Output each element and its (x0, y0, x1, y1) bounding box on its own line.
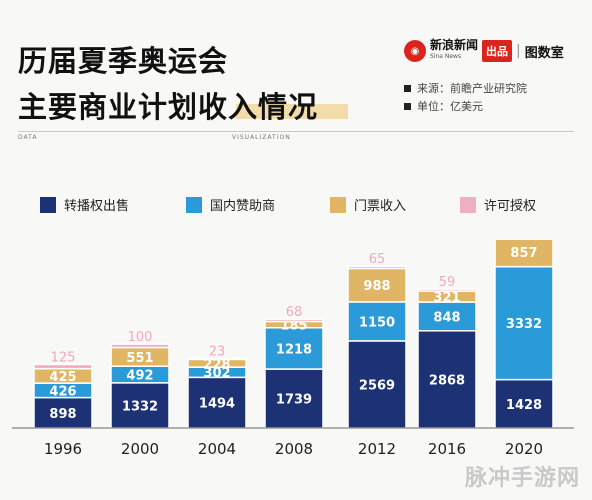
x-tick-label: 2012 (358, 440, 396, 458)
x-tick-label: 2000 (121, 440, 159, 458)
logo-brand-sub: Sina News (430, 53, 462, 60)
legend-item: 转播权出售 (40, 195, 129, 214)
data-label: 492 (126, 369, 153, 384)
bar-segment (33, 363, 93, 370)
bullet-square-icon (404, 102, 411, 110)
bar-segment (347, 267, 407, 303)
watermark: 脉冲手游网 (464, 466, 580, 491)
bar-segment (417, 330, 477, 429)
legend-swatch (40, 196, 56, 213)
legend-item: 国内赞助商 (186, 195, 275, 214)
data-label: 2569 (359, 378, 395, 393)
legend-label: 许可授权 (484, 199, 537, 214)
data-label: 65 (369, 252, 386, 267)
logo-separator: | (516, 43, 521, 59)
legend-item: 许可授权 (460, 195, 536, 214)
data-label: 302 (203, 366, 230, 381)
x-tick-label: 2008 (275, 440, 313, 458)
logo-brand-text: 新浪新闻 (430, 38, 479, 52)
title-line-2: 主要商业计划收入情况 (18, 90, 319, 124)
bar-segment (417, 288, 477, 292)
data-label: 125 (51, 350, 76, 365)
data-label: 1739 (276, 393, 312, 408)
data-label: 59 (439, 275, 456, 290)
tag-left: DATA (18, 134, 38, 141)
data-label: 425 (49, 370, 76, 385)
bar-segment (264, 318, 324, 323)
bar-segment (264, 327, 324, 370)
source-text: 来源：前瞻产业研究院 (417, 82, 527, 95)
bar-segment (110, 343, 170, 349)
tag-right: VISUALIZATION (232, 134, 291, 141)
divider-rule (18, 131, 574, 132)
data-label: 848 (433, 310, 460, 325)
logo-brand-2: 图数室 (524, 45, 564, 61)
data-label: 100 (128, 330, 153, 345)
bar-segment (494, 265, 554, 381)
title-line-1: 历届夏季奥运会 (18, 44, 229, 78)
unit-note: 单位：亿美元 (404, 98, 483, 114)
unit-text: 单位：亿美元 (417, 100, 483, 113)
bar-segment (347, 265, 407, 270)
data-label: 988 (363, 279, 390, 294)
data-label: 23 (209, 345, 226, 360)
x-tick-label: 1996 (44, 440, 82, 458)
x-tick-label: 2004 (198, 440, 236, 458)
data-label: 1494 (199, 397, 235, 412)
x-tick-label: 2016 (428, 440, 466, 458)
legend-label: 门票收入 (354, 199, 407, 214)
bullet-square-icon (404, 84, 411, 92)
x-tick-label: 2020 (505, 440, 543, 458)
legend-swatch (330, 196, 346, 213)
data-label: 3332 (506, 317, 542, 332)
data-label: 185 (280, 319, 307, 334)
data-label: 426 (49, 384, 76, 399)
data-label: 68 (286, 305, 303, 320)
bar-segment (494, 240, 554, 268)
legend-item: 门票收入 (330, 195, 406, 214)
publisher-logo: ◉ 新浪新闻 Sina News 出品 | 图数室 (404, 36, 576, 66)
sina-eye-icon: ◉ (404, 40, 426, 62)
data-label: 1332 (122, 399, 158, 414)
data-label: 228 (203, 357, 230, 372)
legend-label: 国内赞助商 (210, 199, 276, 214)
bar-segment (187, 357, 247, 361)
data-label: 1218 (276, 342, 312, 357)
data-label: 1150 (359, 315, 395, 330)
data-label: 898 (49, 407, 76, 422)
logo-badge: 出品 (482, 40, 513, 62)
data-label: 1428 (506, 398, 542, 413)
data-label: 857 (510, 246, 537, 261)
bar-segment (417, 301, 477, 332)
logo-brand: 新浪新闻 Sina News (430, 39, 478, 63)
source-note: 来源：前瞻产业研究院 (404, 80, 527, 96)
legend-swatch (460, 196, 476, 213)
bar-segment (494, 378, 554, 429)
data-label: 551 (126, 351, 153, 366)
bar-segment (187, 376, 247, 429)
data-label: 2868 (429, 373, 465, 388)
bar-segment (264, 368, 324, 429)
legend-swatch (186, 196, 202, 213)
data-label: 321 (433, 291, 460, 306)
title-highlight (236, 104, 348, 119)
chart-legend: 转播权出售 国内赞助商 门票收入 许可授权 (0, 195, 592, 215)
legend-label: 转播权出售 (64, 199, 130, 214)
